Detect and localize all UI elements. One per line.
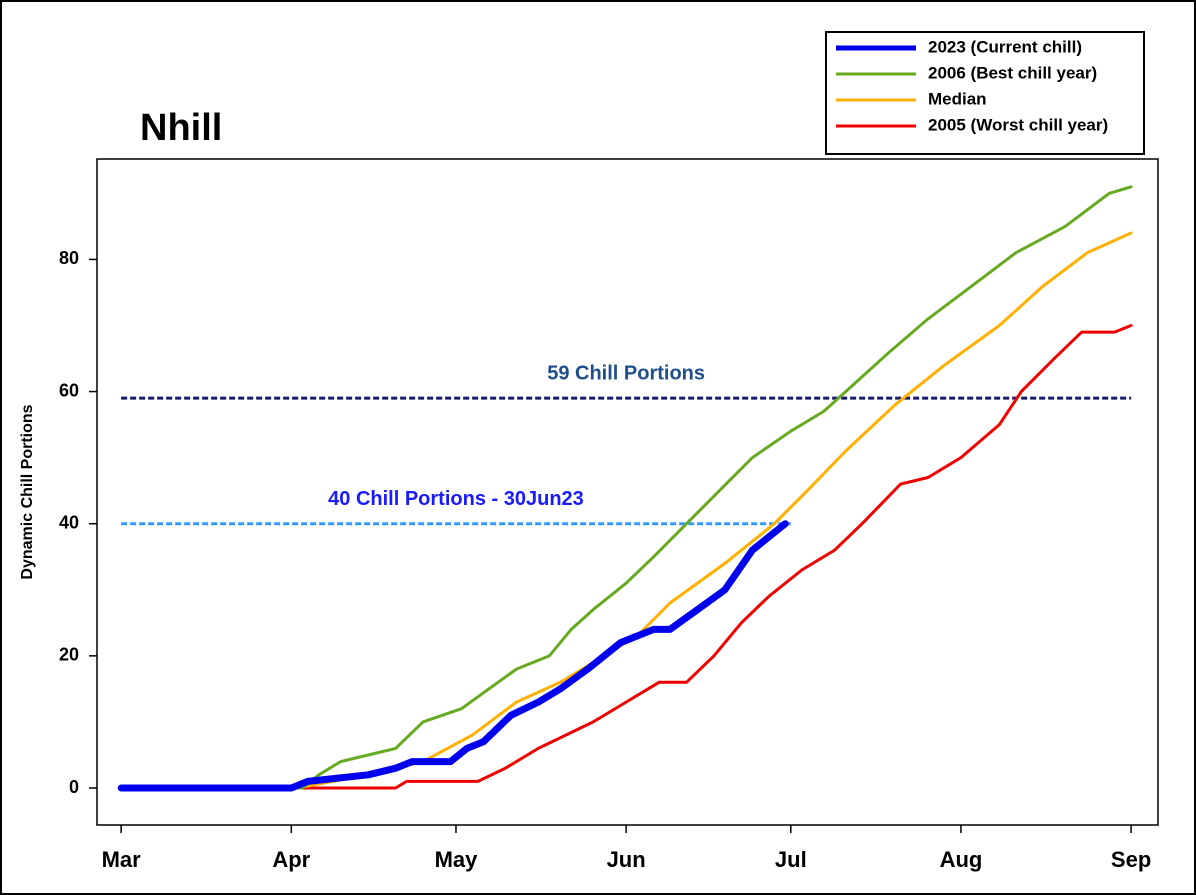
reference-label: 40 Chill Portions - 30Jun23 <box>328 488 584 510</box>
plot-box <box>96 158 1159 826</box>
x-tick-label: Jul <box>775 847 807 872</box>
x-tick-label: Mar <box>102 847 142 872</box>
legend-label: 2023 (Current chill) <box>928 37 1082 56</box>
x-tick-label: Sep <box>1111 847 1151 872</box>
legend-label: 2005 (Worst chill year) <box>928 115 1108 134</box>
x-tick-label: Aug <box>940 847 983 872</box>
x-tick-label: Jun <box>607 847 646 872</box>
y-tick-label: 40 <box>59 512 79 532</box>
series-line <box>119 231 1133 790</box>
y-tick-label: 0 <box>69 777 79 797</box>
legend-label: 2006 (Best chill year) <box>928 63 1097 82</box>
x-tick-label: May <box>435 847 479 872</box>
series-line <box>117 520 789 792</box>
y-axis-label: Dynamic Chill Portions <box>19 404 36 579</box>
series-line <box>119 185 1133 790</box>
legend <box>825 31 1145 155</box>
y-tick-label: 60 <box>59 380 79 400</box>
chart-title: Nhill <box>140 107 222 149</box>
x-tick-label: Apr <box>272 847 310 872</box>
legend-label: Median <box>928 89 987 108</box>
series-line <box>119 324 1133 790</box>
y-tick-label: 80 <box>59 248 79 268</box>
reference-label: 59 Chill Portions <box>547 362 705 384</box>
y-tick-label: 20 <box>59 645 79 665</box>
